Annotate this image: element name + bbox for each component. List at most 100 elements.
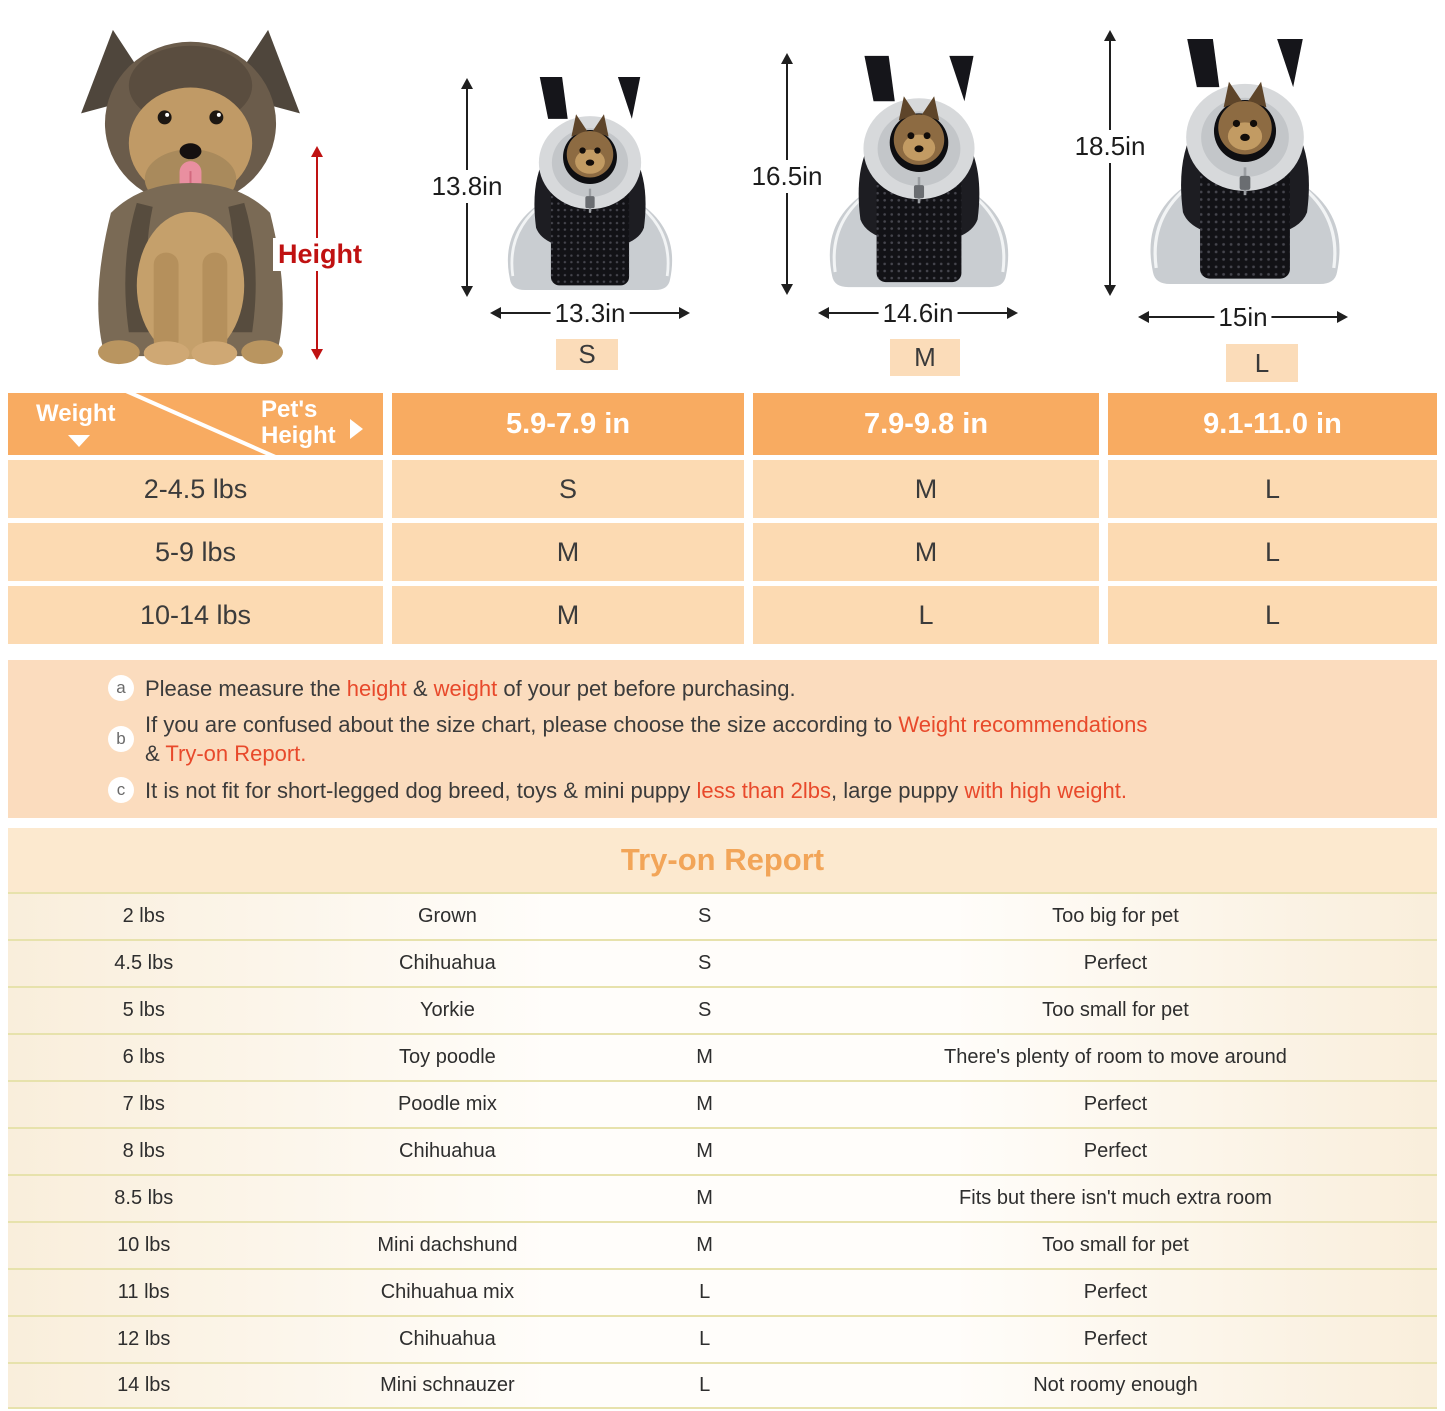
size-chart-column-header: 9.1-11.0 in xyxy=(1108,393,1437,455)
tryon-cell-weight: 8.5 lbs xyxy=(114,1187,174,1209)
tryon-cell-weight: 7 lbs xyxy=(122,1093,165,1115)
note-text: If you are confused about the size chart… xyxy=(145,712,1148,766)
note-item: b If you are confused about the size char… xyxy=(108,710,1437,768)
size-chart-value-cell: L xyxy=(1108,523,1437,581)
tryon-row: 6 lbs Toy poodle M There's plenty of room t… xyxy=(8,1033,1437,1080)
tryon-cell-breed: Chihuahua mix xyxy=(380,1281,515,1303)
tryon-cell-breed: Chihuahua xyxy=(399,1328,496,1350)
tryon-cell-comment: Too big for pet xyxy=(1052,905,1179,927)
tryon-cell-breed: Chihuahua xyxy=(399,952,496,974)
tryon-cell-size: M xyxy=(696,1140,713,1162)
tryon-cell-breed: Grown xyxy=(417,905,477,927)
note-text: Please measure the height & weight of yo… xyxy=(145,675,796,701)
backpack-illustration-s xyxy=(506,75,674,292)
dimension-label-height-s: 13.8in xyxy=(427,170,507,203)
size-chart-value-cell: L xyxy=(753,586,1099,644)
backpack-illustration-l xyxy=(1148,37,1342,286)
size-chart-value-cell: M xyxy=(753,523,1099,581)
yorkie-dog-photo xyxy=(80,28,301,367)
tryon-row: 12 lbs Chihuahua L Perfect xyxy=(8,1315,1437,1362)
tryon-cell-weight: 12 lbs xyxy=(117,1328,171,1350)
tryon-cell-comment: Perfect xyxy=(1083,1328,1148,1350)
dimension-label-width-m: 14.6in xyxy=(878,297,958,330)
size-chart-table: Weight Pet's Height 5.9-7.9 in 7.9-9.8 i… xyxy=(8,393,1437,644)
tryon-cell-comment: Too small for pet xyxy=(1042,1234,1189,1256)
hero-section: Height 13.8in 13.3in S 16.5in 14.6in M 1… xyxy=(0,0,1445,393)
dimension-label-height-m: 16.5in xyxy=(747,160,827,193)
tryon-cell-comment: Perfect xyxy=(1083,1093,1148,1115)
tryon-cell-size: S xyxy=(697,999,712,1021)
tryon-cell-size: M xyxy=(696,1046,713,1068)
note-badge: a xyxy=(108,675,134,701)
size-chart-value-cell: L xyxy=(1108,460,1437,518)
tryon-row: 8 lbs Chihuahua M Perfect xyxy=(8,1127,1437,1174)
tryon-cell-weight: 2 lbs xyxy=(122,905,165,927)
tryon-cell-size: M xyxy=(696,1187,713,1209)
tryon-cell-size: L xyxy=(699,1281,711,1303)
tryon-cell-weight: 8 lbs xyxy=(122,1140,165,1162)
tryon-cell-size: S xyxy=(697,905,712,927)
corner-weight-label: Weight xyxy=(36,400,116,427)
note-item: c It is not fit for short-legged dog bree… xyxy=(108,776,1437,805)
tryon-cell-comment: Perfect xyxy=(1083,1281,1148,1303)
dimension-label-height-l: 18.5in xyxy=(1070,130,1150,163)
tryon-cell-comment: Perfect xyxy=(1083,952,1148,974)
dimension-label-width-l: 15in xyxy=(1214,301,1272,334)
tryon-cell-comment: Not roomy enough xyxy=(1033,1374,1198,1396)
tryon-report-table: Try-on Report 2 lbs Grown S Too big for pet… xyxy=(8,828,1437,1409)
tryon-cell-weight: 10 lbs xyxy=(117,1234,171,1256)
tryon-cell-breed: Poodle mix xyxy=(397,1093,497,1115)
tryon-title-band: Try-on Report xyxy=(8,828,1437,892)
size-badge-s: S xyxy=(556,339,618,370)
size-chart-weight-cell: 5-9 lbs xyxy=(8,523,383,581)
tryon-cell-comment: Perfect xyxy=(1083,1140,1148,1162)
note-text: It is not fit for short-legged dog breed… xyxy=(145,777,1128,803)
arrow-right-icon xyxy=(350,419,363,439)
corner-diagonal-line xyxy=(125,393,276,455)
note-badge: c xyxy=(108,777,134,803)
backpack-illustration-m xyxy=(828,54,1010,289)
tryon-cell-comment: Too small for pet xyxy=(1042,999,1189,1021)
tryon-row: 7 lbs Poodle mix M Perfect xyxy=(8,1080,1437,1127)
size-chart-value-cell: M xyxy=(392,523,744,581)
size-chart-column-header: 5.9-7.9 in xyxy=(392,393,744,455)
tryon-row: 4.5 lbs Chihuahua S Perfect xyxy=(8,939,1437,986)
size-chart-value-cell: S xyxy=(392,460,744,518)
size-chart-corner-cell: Weight Pet's Height xyxy=(8,393,383,455)
tryon-cell-size: S xyxy=(697,952,712,974)
tryon-cell-breed: Mini dachshund xyxy=(377,1234,518,1256)
note-badge: b xyxy=(108,726,134,752)
tryon-cell-weight: 11 lbs xyxy=(117,1281,170,1303)
dimension-label-width-s: 13.3in xyxy=(550,297,630,330)
tryon-row: 11 lbs Chihuahua mix L Perfect xyxy=(8,1268,1437,1315)
size-chart-value-cell: M xyxy=(753,460,1099,518)
tryon-cell-size: M xyxy=(696,1093,713,1115)
tryon-row: 10 lbs Mini dachshund M Too small for pet xyxy=(8,1221,1437,1268)
tryon-rows: 2 lbs Grown S Too big for pet 4.5 lbs Chihuah… xyxy=(8,892,1437,1409)
size-chart-weight-cell: 10-14 lbs xyxy=(8,586,383,644)
tryon-cell-breed: Toy poodle xyxy=(399,1046,496,1068)
tryon-cell-weight: 6 lbs xyxy=(122,1046,165,1068)
size-chart-value-cell: M xyxy=(392,586,744,644)
size-badge-l: L xyxy=(1226,344,1298,382)
note-item: a Please measure the height & weight of y… xyxy=(108,674,1437,703)
tryon-cell-size: L xyxy=(699,1374,711,1396)
arrow-down-icon xyxy=(68,435,90,447)
tryon-cell-size: M xyxy=(696,1234,713,1256)
tryon-row: 2 lbs Grown S Too big for pet xyxy=(8,892,1437,939)
notes-panel: a Please measure the height & weight of y… xyxy=(8,660,1437,818)
tryon-cell-comment: Fits but there isn't much extra room xyxy=(959,1187,1272,1209)
tryon-cell-size: L xyxy=(699,1328,711,1350)
tryon-cell-comment: There's plenty of room to move around xyxy=(944,1046,1287,1068)
tryon-row: 8.5 lbs M Fits but there isn't much extra … xyxy=(8,1174,1437,1221)
tryon-cell-weight: 5 lbs xyxy=(122,999,165,1021)
tryon-cell-breed: Yorkie xyxy=(419,999,475,1021)
pet-height-arrow-label: Height xyxy=(273,238,367,271)
dimension-arrow-height-l xyxy=(1109,32,1111,294)
size-chart-column-header: 7.9-9.8 in xyxy=(753,393,1099,455)
tryon-row: 5 lbs Yorkie S Too small for pet xyxy=(8,986,1437,1033)
size-chart-weight-cell: 2-4.5 lbs xyxy=(8,460,383,518)
tryon-cell-breed: Mini schnauzer xyxy=(380,1374,515,1396)
corner-pets-height-label: Pet's Height xyxy=(261,396,336,449)
